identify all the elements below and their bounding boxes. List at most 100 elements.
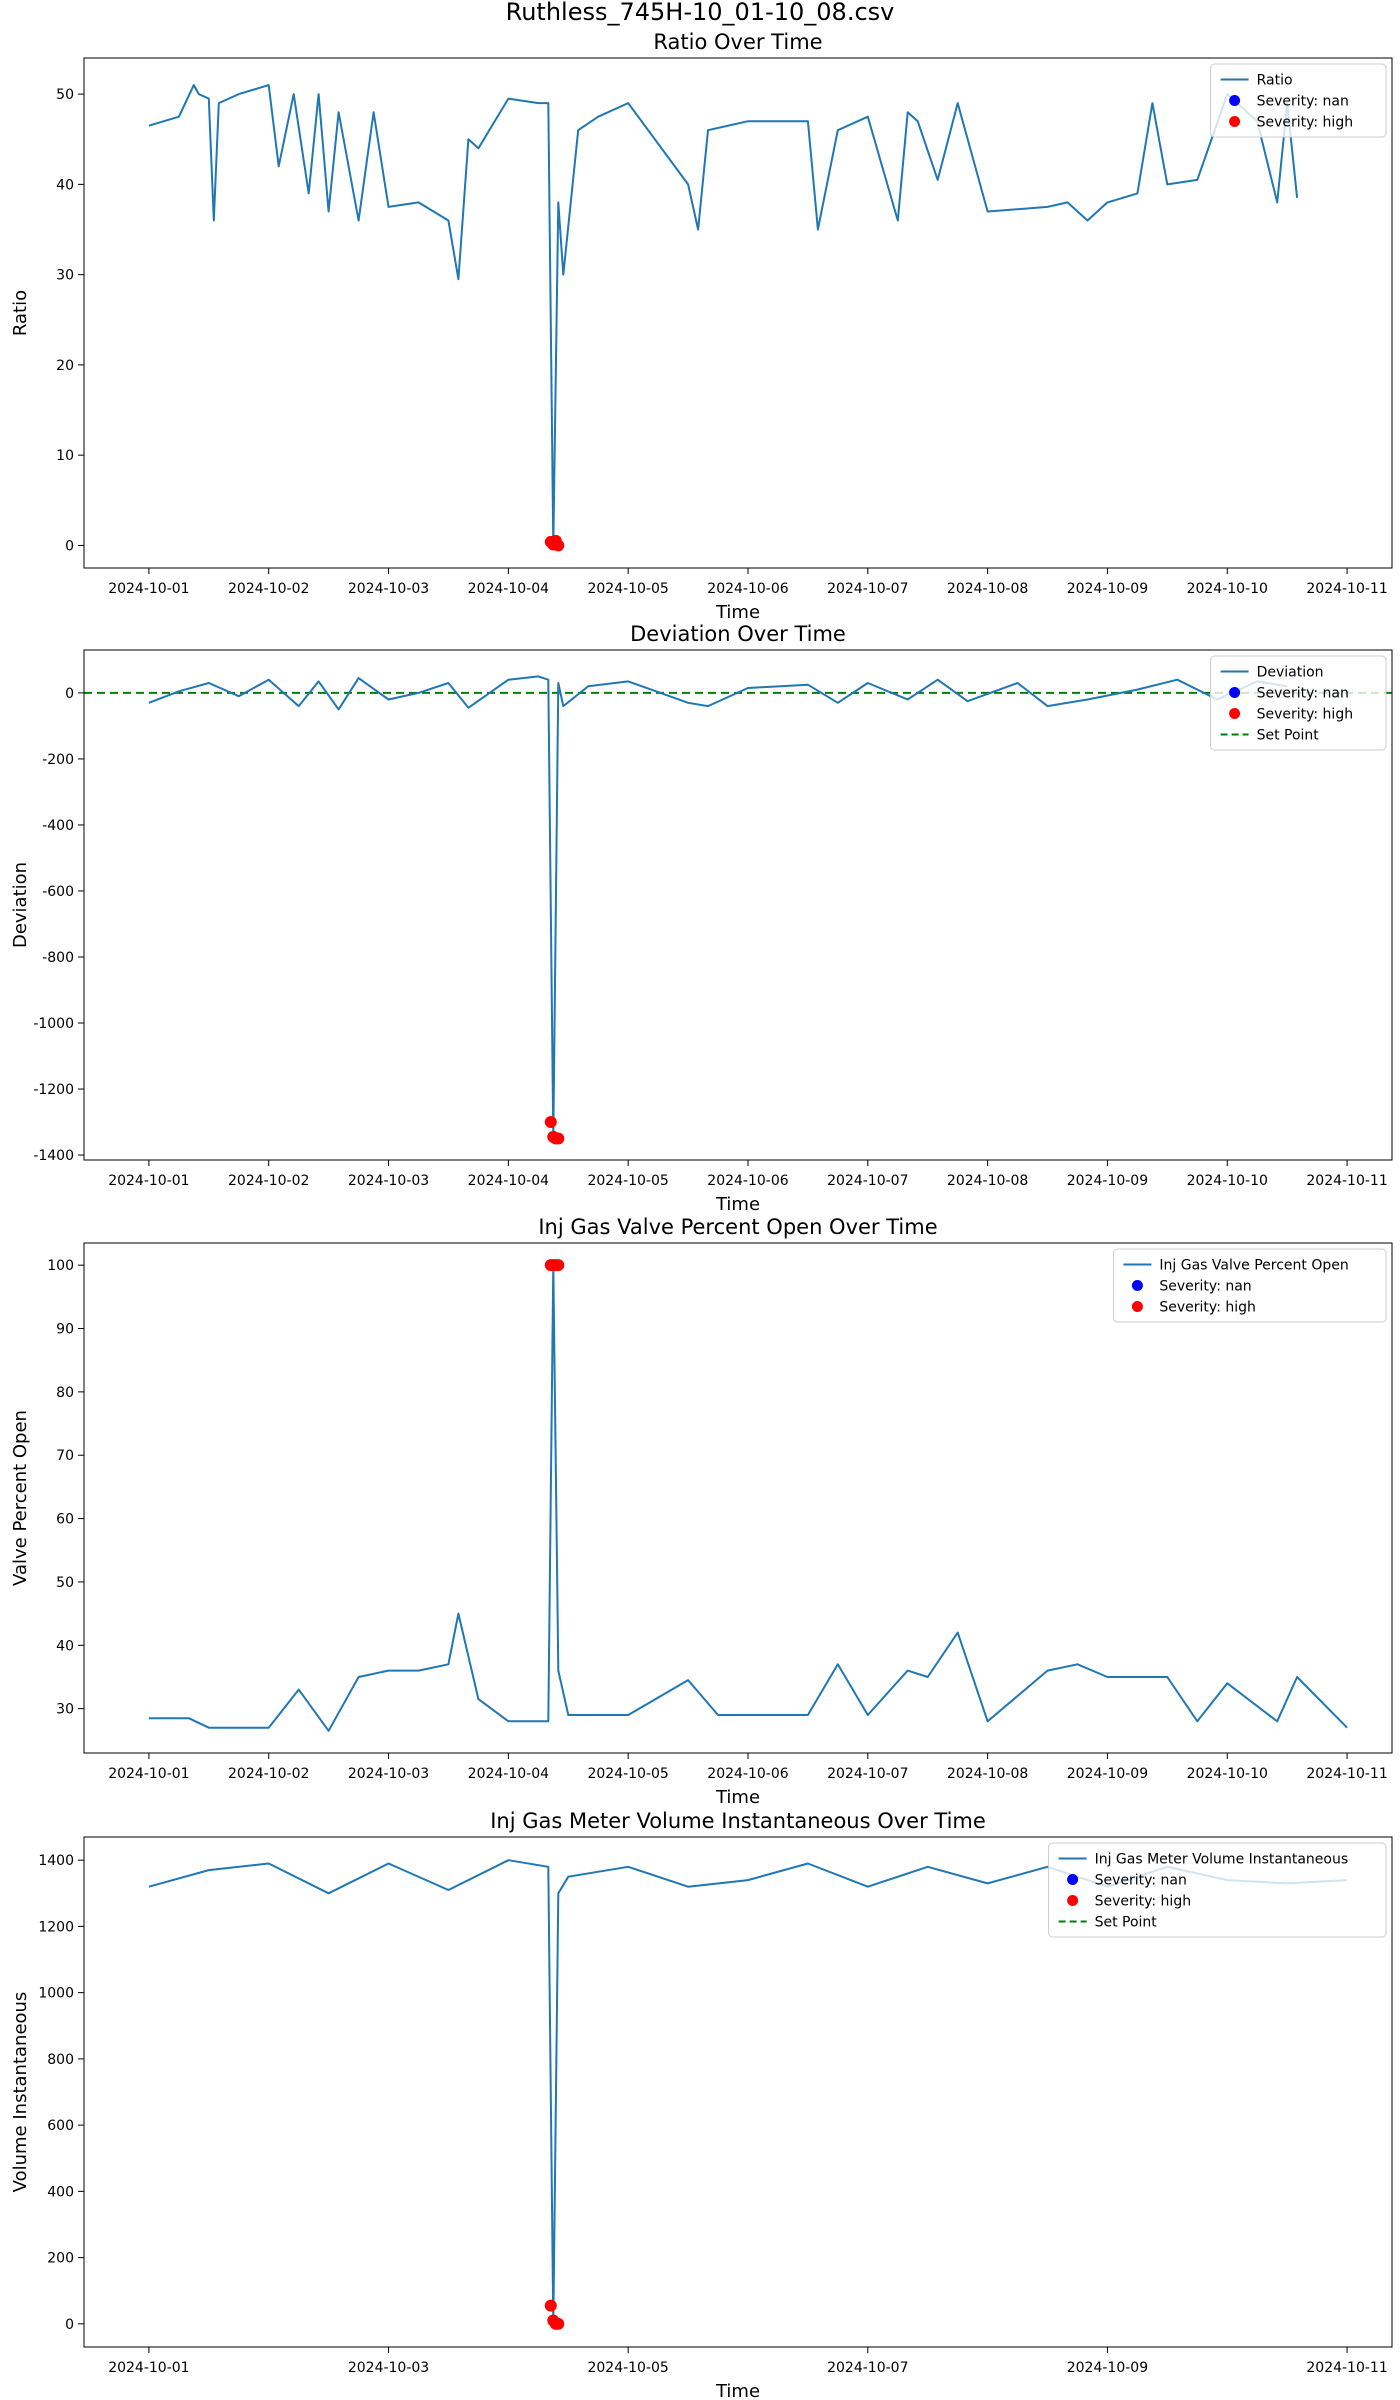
x-tick-label: 2024-10-07 — [827, 581, 908, 597]
legend-swatch-severity-nan — [1131, 1280, 1143, 1291]
legend-label: Set Point — [1257, 728, 1320, 744]
y-tick-label: 30 — [56, 268, 74, 284]
y-tick-label: 50 — [56, 87, 74, 103]
y-tick-label: -800 — [42, 950, 74, 966]
plot-area — [148, 84, 1299, 552]
y-tick-label: 1000 — [38, 1986, 74, 2002]
x-tick-label: 2024-10-07 — [827, 2360, 908, 2376]
chart-panels: Ratio Over Time 2024-10-01 2024-10-02 2024-… — [10, 30, 1393, 2400]
chart-title: Ratio Over Time — [653, 30, 822, 54]
chart-panel-3: Inj Gas Valve Percent Open Over Time 2024… — [10, 1215, 1393, 1808]
y-tick-label: 600 — [47, 2118, 74, 2134]
y-tick-label: 1200 — [38, 1919, 74, 1935]
x-axis-label: Time — [715, 1194, 760, 1215]
x-tick-label: 2024-10-09 — [1067, 2360, 1148, 2376]
legend-box — [1048, 1842, 1387, 1938]
y-tick-label: 20 — [56, 358, 74, 374]
x-tick-label: 2024-10-09 — [1067, 1766, 1148, 1782]
axes-frame — [83, 649, 1393, 1161]
legend-label: Severity: high — [1095, 1894, 1192, 1910]
y-tick-label: 60 — [56, 1512, 74, 1528]
x-tick-label: 2024-10-02 — [228, 581, 309, 597]
legend-label: Inj Gas Meter Volume Instantaneous — [1095, 1852, 1349, 1868]
legend-swatch-severity-nan — [1229, 95, 1241, 106]
legend-swatch-severity-high — [1229, 116, 1241, 127]
x-axis-label: Time — [715, 602, 760, 623]
series-line-1 — [148, 675, 1288, 1140]
x-tick-label: 2024-10-08 — [947, 581, 1028, 597]
y-axis-label: Volume Instantaneous — [10, 1992, 31, 2193]
x-tick-label: 2024-10-10 — [1187, 1173, 1268, 1189]
x-tick-label: 2024-10-09 — [1067, 581, 1148, 597]
axes-frame — [83, 1242, 1393, 1754]
x-tick-label: 2024-10-06 — [707, 581, 788, 597]
legend-label: Set Point — [1095, 1915, 1158, 1931]
y-tick-label: -200 — [42, 752, 74, 768]
x-tick-label: 2024-10-06 — [707, 1766, 788, 1782]
y-tick-label: 80 — [56, 1385, 74, 1401]
x-tick-label: 2024-10-11 — [1306, 1173, 1387, 1189]
severity-high-point — [552, 1259, 565, 1272]
x-tick-label: 2024-10-03 — [348, 581, 429, 597]
severity-high-point — [552, 1132, 565, 1145]
plot-area — [148, 1259, 1348, 1732]
chart-panel-1: Ratio Over Time 2024-10-01 2024-10-02 2024-… — [10, 30, 1393, 623]
legend-box — [1112, 1248, 1387, 1323]
x-tick-label: 2024-10-07 — [827, 1766, 908, 1782]
y-tick-label: 400 — [47, 2184, 74, 2200]
y-tick-label: 40 — [56, 177, 74, 193]
x-tick-label: 2024-10-10 — [1187, 581, 1268, 597]
chart-panel-4: Inj Gas Meter Volume Instantaneous Over … — [10, 1809, 1393, 2400]
chart-title: Deviation Over Time — [630, 622, 846, 646]
x-tick-label: 2024-10-01 — [108, 581, 189, 597]
legend-label: Ratio — [1257, 73, 1293, 89]
severity-high-point — [552, 2317, 565, 2330]
x-tick-label: 2024-10-11 — [1306, 581, 1387, 597]
x-tick-label: 2024-10-11 — [1306, 1766, 1387, 1782]
y-tick-label: -1400 — [33, 1148, 74, 1164]
series-line-1 — [148, 84, 1299, 547]
x-tick-label: 2024-10-04 — [468, 1766, 549, 1782]
x-tick-label: 2024-10-01 — [108, 1766, 189, 1782]
x-tick-label: 2024-10-05 — [587, 1173, 668, 1189]
legend-label: Inj Gas Valve Percent Open — [1159, 1258, 1348, 1274]
y-axis-label: Ratio — [10, 290, 31, 336]
x-tick-label: 2024-10-09 — [1067, 1173, 1148, 1189]
x-axis-label: Time — [715, 1787, 760, 1808]
y-axis-label: Valve Percent Open — [10, 1410, 31, 1586]
x-tick-label: 2024-10-03 — [348, 1766, 429, 1782]
y-tick-label: 0 — [65, 538, 74, 554]
y-tick-label: -400 — [42, 818, 74, 834]
y-tick-label: -600 — [42, 884, 74, 900]
y-axis-label: Deviation — [10, 862, 31, 948]
y-tick-label: 0 — [65, 686, 74, 702]
x-tick-label: 2024-10-07 — [827, 1173, 908, 1189]
legend: Inj Gas Valve Percent Open Severity: nan S… — [1112, 1248, 1387, 1323]
x-tick-label: 2024-10-04 — [468, 1173, 549, 1189]
legend-box — [1210, 63, 1387, 138]
y-tick-label: -1000 — [33, 1016, 74, 1032]
severity-high-point — [544, 2299, 557, 2312]
legend-swatch-severity-nan — [1229, 687, 1241, 698]
x-tick-label: 2024-10-02 — [228, 1766, 309, 1782]
legend-swatch-severity-high — [1067, 1895, 1079, 1906]
y-tick-label: 800 — [47, 2052, 74, 2068]
legend-box — [1210, 655, 1387, 751]
legend-swatch-severity-nan — [1067, 1874, 1079, 1885]
legend: Deviation Severity: nan Severity: high Set … — [1210, 655, 1387, 751]
severity-high-point — [552, 539, 565, 552]
y-tick-label: 0 — [65, 2317, 74, 2333]
x-tick-label: 2024-10-05 — [587, 2360, 668, 2376]
legend-swatch-severity-high — [1229, 708, 1241, 719]
x-tick-label: 2024-10-10 — [1187, 1766, 1268, 1782]
x-tick-label: 2024-10-05 — [587, 581, 668, 597]
axes-frame — [83, 57, 1393, 569]
y-tick-label: 1400 — [38, 1853, 74, 1869]
chart-title: Inj Gas Valve Percent Open Over Time — [538, 1215, 937, 1239]
series-line-1 — [148, 1264, 1348, 1732]
legend-label: Severity: high — [1159, 1300, 1256, 1316]
figure-suptitle: Ruthless_745H-10_01-10_08.csv — [506, 0, 895, 26]
x-tick-label: 2024-10-01 — [108, 1173, 189, 1189]
legend-label: Severity: nan — [1257, 686, 1349, 702]
